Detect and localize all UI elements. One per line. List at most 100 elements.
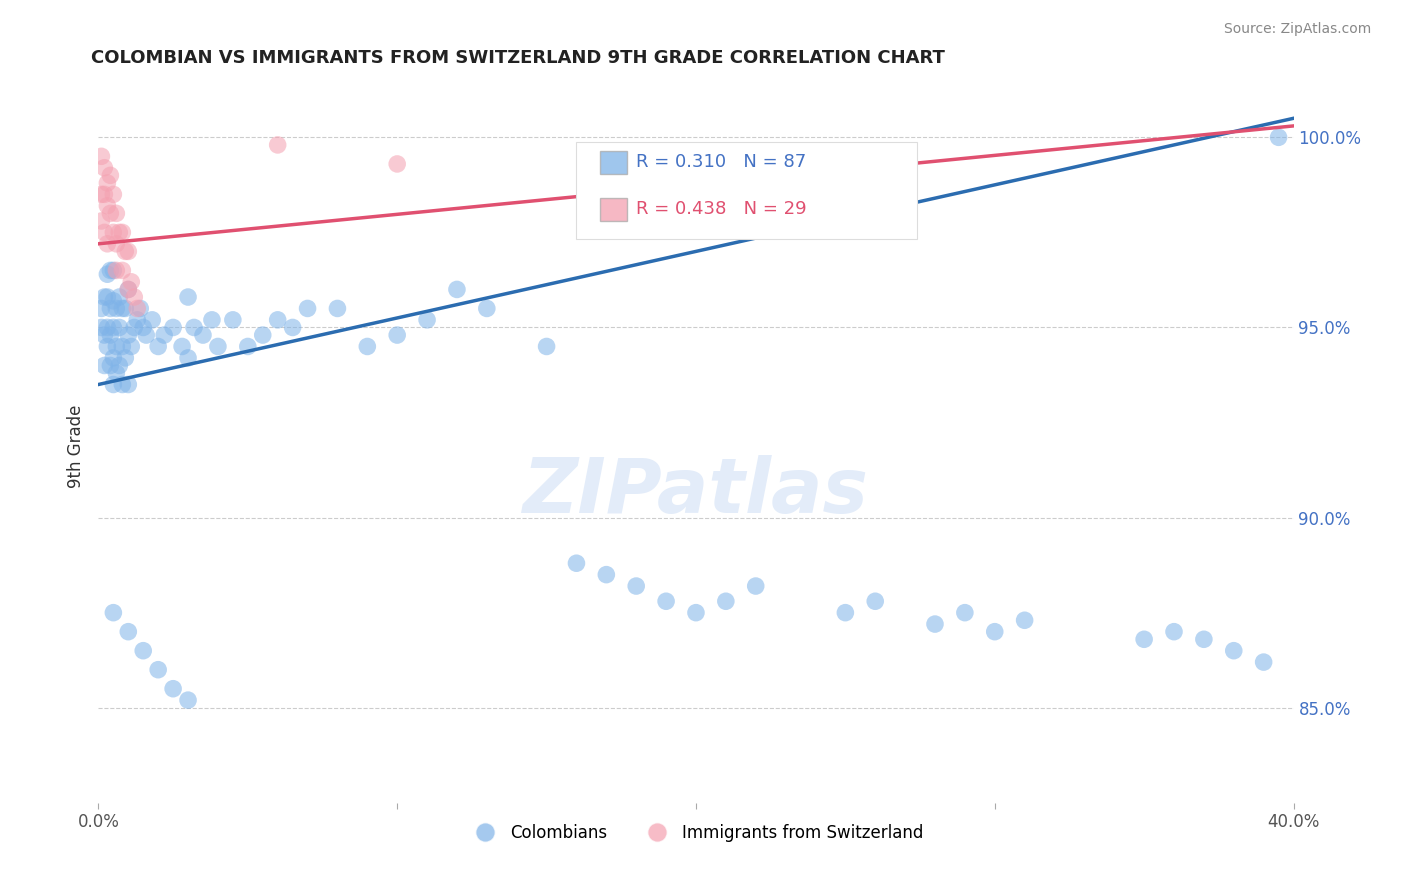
Point bbox=[103, 226, 125, 240]
FancyBboxPatch shape bbox=[576, 142, 917, 239]
Point bbox=[595, 567, 617, 582]
Point bbox=[98, 301, 122, 316]
Point bbox=[117, 377, 139, 392]
Point bbox=[90, 187, 112, 202]
Point bbox=[745, 579, 768, 593]
Point bbox=[96, 199, 118, 213]
Point bbox=[96, 267, 118, 281]
Point bbox=[565, 556, 588, 570]
Point bbox=[714, 594, 737, 608]
Point bbox=[103, 293, 125, 308]
Text: R = 0.438   N = 29: R = 0.438 N = 29 bbox=[636, 200, 807, 218]
Point bbox=[111, 263, 134, 277]
Point bbox=[105, 263, 128, 277]
Point bbox=[1163, 624, 1185, 639]
Point bbox=[111, 301, 134, 316]
Point bbox=[103, 606, 125, 620]
Point bbox=[98, 359, 122, 373]
Point bbox=[96, 290, 118, 304]
Point bbox=[183, 320, 205, 334]
Point bbox=[103, 187, 125, 202]
Point bbox=[96, 176, 118, 190]
Point bbox=[114, 351, 136, 365]
Point bbox=[111, 377, 134, 392]
Point bbox=[103, 320, 125, 334]
Point bbox=[127, 301, 149, 316]
Point bbox=[326, 301, 349, 316]
Point bbox=[141, 313, 163, 327]
Point bbox=[222, 313, 245, 327]
Point bbox=[297, 301, 319, 316]
Point bbox=[114, 301, 136, 316]
Bar bbox=[600, 151, 627, 174]
Point bbox=[1014, 613, 1036, 627]
Point bbox=[924, 617, 946, 632]
Point bbox=[124, 320, 146, 334]
Point bbox=[162, 681, 184, 696]
Point bbox=[135, 328, 157, 343]
Point bbox=[96, 339, 118, 353]
Point bbox=[90, 214, 112, 228]
Point bbox=[117, 328, 139, 343]
Point bbox=[117, 244, 139, 259]
Point bbox=[117, 624, 139, 639]
Point bbox=[475, 301, 498, 316]
Point bbox=[356, 339, 378, 353]
Point bbox=[103, 377, 125, 392]
Point bbox=[177, 290, 200, 304]
Point bbox=[103, 263, 125, 277]
Point bbox=[117, 282, 139, 296]
Point bbox=[1133, 632, 1156, 647]
Point bbox=[236, 339, 259, 353]
Point bbox=[177, 693, 200, 707]
Point bbox=[93, 359, 115, 373]
Point bbox=[1253, 655, 1275, 669]
Point bbox=[111, 339, 134, 353]
Point bbox=[96, 320, 118, 334]
Point bbox=[96, 236, 118, 251]
Point bbox=[775, 157, 797, 171]
Point bbox=[111, 226, 134, 240]
Point bbox=[105, 236, 128, 251]
Point bbox=[267, 313, 290, 327]
Point bbox=[105, 206, 128, 220]
Point bbox=[281, 320, 304, 334]
Point bbox=[148, 339, 170, 353]
Point bbox=[385, 157, 409, 171]
Point bbox=[98, 328, 122, 343]
Point bbox=[120, 339, 142, 353]
Point bbox=[98, 263, 122, 277]
Point bbox=[93, 226, 115, 240]
Point bbox=[865, 594, 887, 608]
Point bbox=[108, 226, 131, 240]
Point bbox=[834, 157, 856, 171]
Legend: Colombians, Immigrants from Switzerland: Colombians, Immigrants from Switzerland bbox=[461, 817, 931, 848]
Point bbox=[103, 351, 125, 365]
Point bbox=[267, 137, 290, 152]
Text: R = 0.310   N = 87: R = 0.310 N = 87 bbox=[636, 153, 807, 171]
Point bbox=[834, 606, 856, 620]
Point bbox=[1223, 643, 1246, 657]
Point bbox=[207, 339, 229, 353]
Point bbox=[685, 606, 707, 620]
Point bbox=[1267, 130, 1289, 145]
Text: Source: ZipAtlas.com: Source: ZipAtlas.com bbox=[1223, 22, 1371, 37]
Point bbox=[953, 606, 976, 620]
Point bbox=[93, 161, 115, 175]
Point bbox=[98, 206, 122, 220]
Point bbox=[105, 301, 128, 316]
Point bbox=[90, 301, 112, 316]
Point bbox=[626, 579, 648, 593]
Point bbox=[124, 290, 146, 304]
Point bbox=[191, 328, 214, 343]
Point bbox=[108, 359, 131, 373]
Point bbox=[132, 320, 155, 334]
Point bbox=[177, 351, 200, 365]
Point bbox=[153, 328, 176, 343]
Point bbox=[108, 320, 131, 334]
Text: 9th Grade: 9th Grade bbox=[67, 404, 86, 488]
Point bbox=[446, 282, 468, 296]
Point bbox=[252, 328, 274, 343]
Point bbox=[98, 169, 122, 183]
Point bbox=[120, 275, 142, 289]
